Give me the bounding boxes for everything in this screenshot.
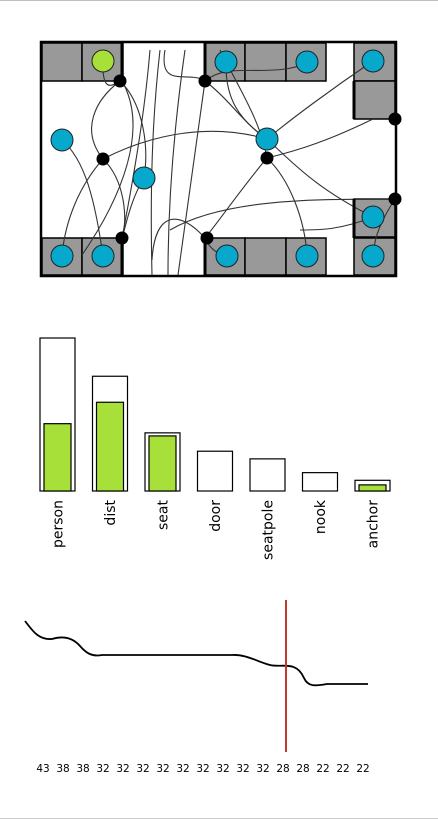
highlighted-seat	[91, 49, 115, 73]
plan-cell	[244, 237, 287, 276]
line-chart-tick-labels: 43 38 38 32 32 32 32 32 32 32 32 32 28 28 22 22 22	[36, 763, 369, 775]
plan-seats	[50, 49, 385, 268]
x-tick-label: 22	[356, 763, 369, 775]
occupied-seat	[361, 244, 385, 268]
x-tick-label: 28	[296, 763, 309, 775]
x-tick-label: 22	[336, 763, 349, 775]
bar-total-door	[196, 450, 234, 492]
plan-cell	[353, 80, 396, 120]
occupied-seat	[295, 244, 319, 268]
plan-cell	[41, 42, 83, 82]
bar-category-label: seatpole	[261, 500, 277, 560]
occupied-seat	[361, 49, 385, 73]
bar-category-label: dist	[103, 499, 119, 525]
plan-connectors	[96, 74, 402, 245]
bar-chart: person dist seat door seatpole nook anchor	[39, 337, 391, 560]
bar-category-label: seat	[156, 499, 172, 529]
occupied-seat	[255, 127, 279, 151]
plan-path	[151, 218, 206, 261]
x-tick-label: 32	[116, 763, 129, 775]
occupied-seat	[50, 128, 74, 152]
bottom-rule	[0, 818, 438, 819]
x-tick-label: 32	[156, 763, 169, 775]
bar-chart-bars	[39, 337, 391, 492]
occupied-seat	[214, 50, 238, 74]
trend-line	[24, 620, 368, 687]
line-chart: 43 38 38 32 32 32 32 32 32 32 32 32 28 28 22 22 22	[24, 600, 370, 775]
connector-node	[200, 231, 214, 245]
plan-path	[169, 198, 396, 231]
bar-category-label: anchor	[366, 500, 382, 549]
connector-node	[260, 151, 274, 165]
bar-value-person	[43, 423, 72, 492]
x-tick-label: 22	[316, 763, 329, 775]
connector-node	[113, 74, 127, 88]
occupied-seat	[215, 244, 239, 268]
plan-path	[121, 49, 151, 239]
connector-node	[388, 112, 402, 126]
plan-path	[177, 80, 206, 276]
occupied-seat	[91, 244, 115, 268]
plan-path	[266, 138, 374, 218]
x-tick-label: 32	[176, 763, 189, 775]
x-tick-label: 28	[276, 763, 289, 775]
top-rule	[0, 0, 438, 1]
x-tick-label: 32	[256, 763, 269, 775]
occupied-seat	[50, 244, 74, 268]
plan-cell	[244, 42, 287, 82]
x-tick-label: 32	[196, 763, 209, 775]
bar-chart-labels: person dist seat door seatpole nook anchor	[51, 499, 382, 560]
plan-path	[150, 49, 161, 276]
x-tick-label: 38	[56, 763, 69, 775]
x-tick-label: 38	[76, 763, 89, 775]
occupied-seat	[132, 166, 156, 190]
bar-total-seatpole	[249, 458, 286, 492]
bar-value-seat	[148, 435, 177, 492]
plan-path	[204, 157, 268, 239]
bar-category-label: nook	[313, 499, 329, 534]
bar-total-nook	[301, 472, 339, 492]
connector-node	[115, 231, 129, 245]
plan-path	[91, 80, 121, 160]
plan-cell	[353, 237, 396, 276]
plan-path	[266, 157, 308, 257]
bar-value-dist	[95, 401, 125, 492]
occupied-seat	[361, 205, 385, 229]
bar-category-label: person	[51, 500, 67, 548]
plan-path	[81, 80, 134, 256]
x-tick-label: 32	[216, 763, 229, 775]
plan-path	[266, 118, 374, 159]
x-tick-label: 32	[96, 763, 109, 775]
x-tick-label: 32	[236, 763, 249, 775]
connector-node	[388, 192, 402, 206]
x-tick-label: 43	[36, 763, 49, 775]
plan-path	[167, 49, 186, 276]
floor-plan-diagram	[39, 40, 402, 278]
connector-node	[96, 152, 110, 166]
x-tick-label: 32	[136, 763, 149, 775]
bar-value-anchor	[358, 484, 387, 492]
bar-category-label: door	[208, 500, 224, 532]
occupied-seat	[295, 50, 319, 74]
plan-path	[102, 130, 268, 160]
connector-node	[198, 74, 212, 88]
